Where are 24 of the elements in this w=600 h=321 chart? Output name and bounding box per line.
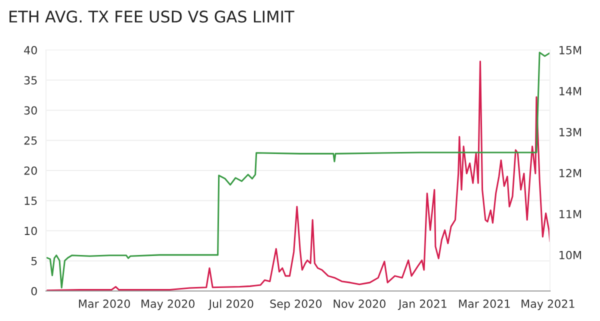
y-tick-label: 15 <box>24 196 37 206</box>
y-tick-label: 40 <box>24 46 37 54</box>
x-tick-label: May 2020 <box>142 300 194 310</box>
y2-tick-label: 14M <box>560 87 581 96</box>
x-tick-label: Mar 2020 <box>79 300 130 308</box>
chart-title: ETH AVG. TX FEE USD VS GAS LIMIT <box>10 10 294 23</box>
y-tick-label: 35 <box>24 76 37 85</box>
x-tick-label: Nov 2020 <box>334 300 386 308</box>
y2-tick-label: 12M <box>560 168 581 178</box>
y-tick-label: 0 <box>31 286 37 296</box>
x-tick-label: Mar 2021 <box>459 300 510 308</box>
x-tick-label: Sep 2020 <box>270 300 322 310</box>
y2-tick-label: 15M <box>560 46 581 54</box>
x-tick-label: May 2021 <box>522 300 574 310</box>
y-tick-label: 25 <box>24 136 37 145</box>
y-tick-label: 20 <box>24 166 37 175</box>
x-tick-label: Jul 2020 <box>208 299 254 310</box>
y2-tick-label: 10M <box>560 250 581 260</box>
x-tick-label: Jan 2021 <box>398 300 446 310</box>
y-tick-label: 30 <box>24 106 37 115</box>
y-tick-label: 5 <box>31 256 37 266</box>
y2-tick-label: 13M <box>560 128 581 136</box>
y-tick-label: 10 <box>24 226 37 236</box>
y2-tick-label: 11M <box>560 210 581 218</box>
